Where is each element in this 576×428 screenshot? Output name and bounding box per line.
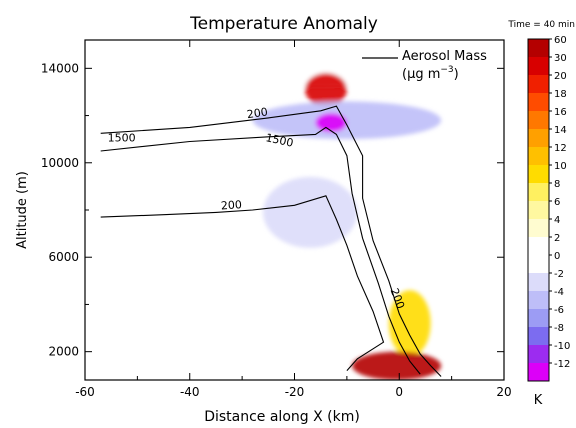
aerosol-unit-close: )	[454, 67, 459, 82]
y-tick-label: 6000	[48, 250, 79, 264]
colorbar-label: 6	[554, 197, 560, 208]
y-axis-label: Altitude (m)	[15, 171, 30, 249]
time-label: Time = 40 min	[507, 20, 575, 30]
colorbar-label: 4	[554, 215, 560, 226]
aerosol-contour-line	[100, 195, 385, 371]
x-tick-label: -60	[75, 385, 95, 399]
aerosol-contour-line	[100, 105, 442, 377]
colorbar-swatch	[528, 129, 549, 148]
colorbar-frame	[527, 38, 550, 382]
contour-label: 1500	[264, 131, 294, 150]
anomaly-surface-hot-core	[352, 351, 442, 380]
colorbar-label: -4	[554, 287, 564, 298]
colorbar-label: 10	[554, 161, 567, 172]
anomaly-plume-warm-column	[388, 290, 431, 357]
colorbar-label: 2	[554, 233, 560, 244]
colorbar-swatch	[528, 219, 549, 238]
anomaly-regions	[85, 54, 504, 380]
colorbar-label: 16	[554, 107, 567, 118]
y-tick-label: 10000	[41, 156, 79, 170]
colorbar-label: -6	[554, 305, 564, 316]
anomaly-upper-cool-core	[315, 113, 347, 133]
x-axis: -60 -40 -20 0 20	[75, 40, 512, 399]
colorbar-label: 18	[554, 89, 567, 100]
aerosol-legend: Aerosol Mass (μg m−3)	[362, 49, 487, 82]
x-tick-label: -20	[285, 385, 305, 399]
anomaly-mid-cool-patch	[263, 176, 358, 248]
colorbar-swatch	[528, 57, 549, 76]
anomaly-upper-warm-core	[304, 73, 347, 107]
colorbar-label: 12	[554, 143, 567, 154]
x-tick-label: -40	[180, 385, 200, 399]
colorbar-swatch	[528, 309, 549, 328]
anomaly-upper-warm-band	[85, 54, 504, 88]
colorbar-swatch	[528, 201, 549, 220]
colorbar-swatch	[528, 183, 549, 202]
y-tick-label: 14000	[41, 61, 79, 75]
colorbar-swatch	[528, 291, 549, 310]
y-tick-label: 2000	[48, 345, 79, 359]
aerosol-legend-unit: (μg m−3)	[402, 65, 459, 82]
contour-label: 200	[246, 105, 269, 121]
colorbar-swatch	[528, 111, 549, 130]
colorbar-label: -8	[554, 323, 564, 334]
colorbar-label: -2	[554, 269, 564, 280]
colorbar-label: -12	[554, 359, 570, 370]
colorbar-label: 20	[554, 71, 567, 82]
colorbar-label: 8	[554, 179, 560, 190]
colorbar-swatch	[528, 345, 549, 364]
colorbar-swatch	[528, 237, 549, 256]
colorbar-swatch	[528, 147, 549, 166]
colorbar-swatch	[528, 327, 549, 346]
colorbar-unit: K	[534, 393, 543, 408]
colorbar-swatch	[528, 363, 549, 382]
colorbar-swatch	[528, 273, 549, 292]
chart-title: Temperature Anomaly	[189, 14, 378, 34]
colorbar-swatch	[528, 165, 549, 184]
colorbar-label: 14	[554, 125, 567, 136]
x-axis-label: Distance along X (km)	[204, 409, 360, 425]
x-tick-label: 0	[395, 385, 403, 399]
colorbar-label: 30	[554, 53, 567, 64]
x-tick-label: 20	[496, 385, 511, 399]
y-axis: 2000 6000 10000 14000	[41, 61, 504, 359]
aerosol-legend-label: Aerosol Mass	[402, 49, 487, 64]
aerosol-contour-line	[100, 126, 421, 375]
contour-label: 200	[220, 198, 242, 212]
anomaly-upper-cool-band	[252, 101, 442, 140]
colorbar-label: 0	[554, 251, 560, 262]
colorbar-label: -10	[554, 341, 570, 352]
aerosol-unit-base: (μg m	[402, 67, 440, 82]
contour-label: 1500	[108, 132, 136, 145]
colorbar-swatch	[528, 255, 549, 274]
colorbar-swatch	[528, 93, 549, 112]
aerosol-unit-exponent: −3	[440, 65, 453, 75]
colorbar-swatch	[528, 75, 549, 94]
colorbar-label: 60	[554, 35, 567, 46]
aerosol-contours	[100, 105, 442, 377]
colorbar-swatch	[528, 39, 549, 58]
